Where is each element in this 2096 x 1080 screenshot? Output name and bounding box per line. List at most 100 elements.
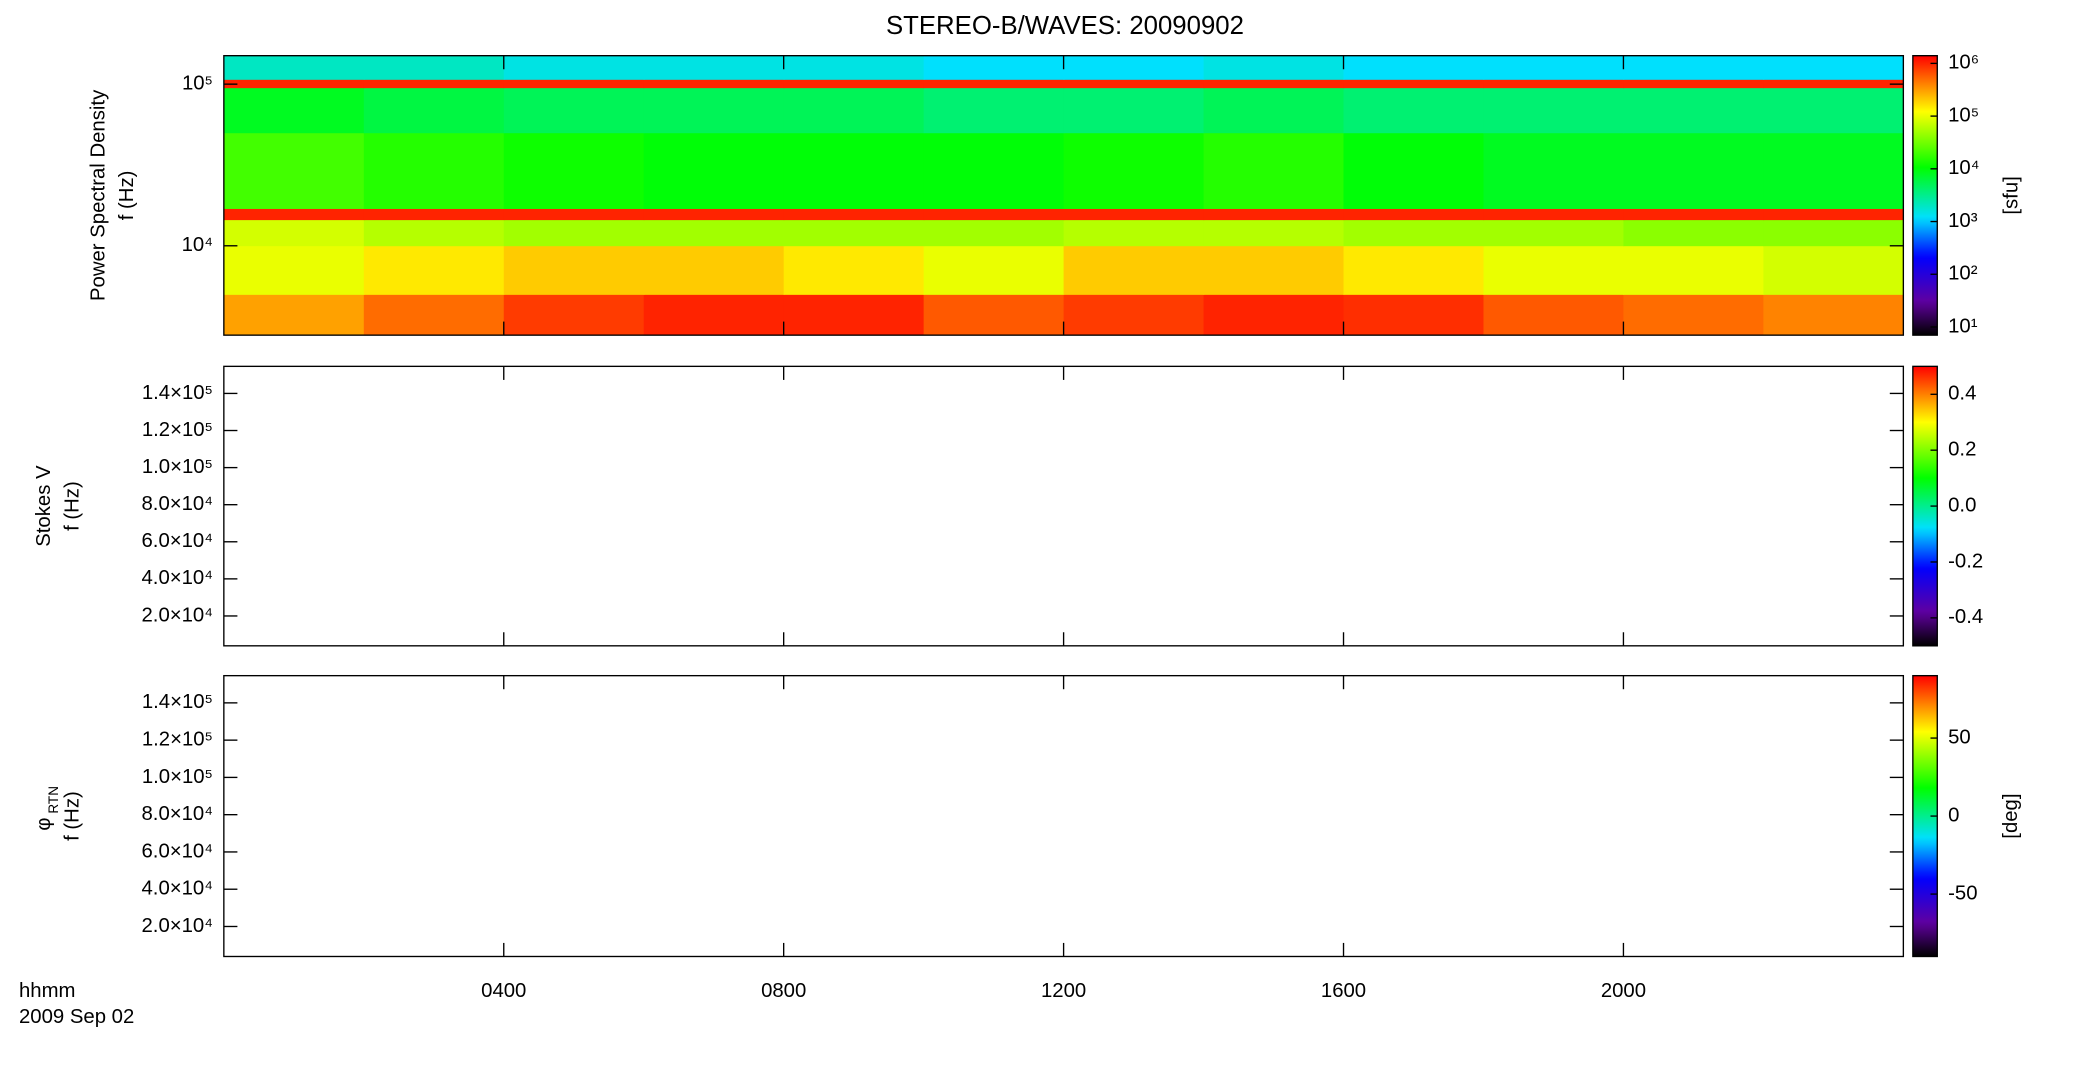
heatmap-cell <box>1763 55 1904 80</box>
heatmap-cell <box>1483 79 1625 89</box>
heatmap-cell <box>783 55 925 80</box>
heatmap-cell <box>1763 208 1904 221</box>
heatmap <box>223 55 1904 336</box>
heatmap-cell <box>1063 208 1205 221</box>
date-label: 2009 Sep 02 <box>19 1006 134 1028</box>
y-axis-label: f (Hz) <box>116 171 138 221</box>
colorbar-tick-label: 10⁵ <box>1948 104 1979 126</box>
heatmap-cell <box>1623 245 1765 295</box>
heatmap-cell <box>1203 294 1345 336</box>
heatmap-cell <box>1063 87 1205 134</box>
heatmap-cell <box>1343 132 1485 209</box>
heatmap-cell <box>923 55 1065 80</box>
heatmap-cell <box>363 132 505 209</box>
heatmap-cell <box>1483 208 1625 221</box>
heatmap-cell <box>503 55 645 80</box>
heatmap-cell <box>1063 219 1205 247</box>
heatmap-cell <box>783 208 925 221</box>
x-tick-label: 0800 <box>761 980 806 1002</box>
heatmap-cell <box>923 87 1065 134</box>
colorbar-tick-label: 0 <box>1948 804 1959 826</box>
colorbar-tick-label: 10¹ <box>1948 315 1978 337</box>
heatmap-cell <box>503 245 645 295</box>
y-tick-label: 1.4×10⁵ <box>142 382 213 404</box>
heatmap-cell <box>223 79 365 89</box>
chart-title: STEREO-B/WAVES: 20090902 <box>886 12 1244 40</box>
heatmap-cell <box>1623 87 1765 134</box>
heatmap-cell <box>923 79 1065 89</box>
heatmap-cell <box>923 294 1065 336</box>
heatmap-cell <box>1623 219 1765 247</box>
heatmap-cell <box>1203 208 1345 221</box>
colorbar-label: [deg] <box>2000 793 2022 838</box>
heatmap-cell <box>1623 79 1765 89</box>
heatmap-cell <box>1203 219 1345 247</box>
y-axis-label: Stokes V <box>33 465 55 547</box>
heatmap-cell <box>643 87 785 134</box>
heatmap-cell <box>643 294 785 336</box>
heatmap-cell <box>1063 79 1205 89</box>
colorbar-tick-label: 50 <box>1948 726 1971 748</box>
heatmap-cell <box>783 245 925 295</box>
heatmap-cell <box>1623 55 1765 80</box>
y-tick-label: 6.0×10⁴ <box>142 530 213 552</box>
y-axis-label-symbol: φ <box>33 818 55 831</box>
y-tick-label: 8.0×10⁴ <box>142 803 213 825</box>
heatmap-cell <box>1763 87 1904 134</box>
heatmap-cell <box>503 132 645 209</box>
heatmap-cell <box>1483 132 1625 209</box>
heatmap-cell <box>1483 219 1625 247</box>
y-tick-label: 4.0×10⁴ <box>142 878 213 900</box>
heatmap-cell <box>1763 219 1904 247</box>
heatmap-cell <box>643 245 785 295</box>
heatmap-cell <box>363 294 505 336</box>
heatmap-cell <box>363 79 505 89</box>
heatmap-cell <box>1763 132 1904 209</box>
heatmap-cell <box>1483 245 1625 295</box>
heatmap-cell <box>1623 208 1765 221</box>
heatmap-cell <box>1343 219 1485 247</box>
y-axis-label: Power Spectral Density <box>87 89 109 301</box>
heatmap-cell <box>1483 294 1625 336</box>
heatmap-cell <box>1623 132 1765 209</box>
heatmap-cell <box>643 132 785 209</box>
heatmap-cell <box>223 208 365 221</box>
heatmap-cell <box>503 208 645 221</box>
colorbar-tick-label: 0.0 <box>1948 494 1976 516</box>
y-axis-label: f (Hz) <box>62 791 84 841</box>
heatmap-cell <box>363 245 505 295</box>
x-tick-label: 0400 <box>481 980 526 1002</box>
y-tick-label: 1.2×10⁵ <box>142 729 213 751</box>
heatmap-cell <box>223 219 365 247</box>
heatmap-cell <box>1343 55 1485 80</box>
heatmap-cell <box>1483 87 1625 134</box>
heatmap-cell <box>1063 132 1205 209</box>
heatmap-cell <box>1623 294 1765 336</box>
y-tick-label: 2.0×10⁴ <box>142 915 213 937</box>
heatmap-cell <box>643 79 785 89</box>
heatmap-cell <box>1343 208 1485 221</box>
heatmap-cell <box>1203 87 1345 134</box>
heatmap-cell <box>1063 294 1205 336</box>
heatmap-cell <box>223 132 365 209</box>
x-tick-label: 1600 <box>1321 980 1366 1002</box>
y-tick-label: 10⁴ <box>182 234 213 256</box>
colorbar-tick-label: 10³ <box>1948 210 1978 232</box>
heatmap-cell <box>923 245 1065 295</box>
colorbar-tick-label: 10² <box>1948 263 1978 285</box>
x-tick-label: 1200 <box>1041 980 1086 1002</box>
heatmap-cell <box>1343 245 1485 295</box>
y-tick-label: 10⁵ <box>182 73 213 95</box>
heatmap-cell <box>223 87 365 134</box>
heatmap-cell <box>923 132 1065 209</box>
colorbar-tick-label: 10⁴ <box>1948 157 1979 179</box>
y-tick-label: 1.4×10⁵ <box>142 691 213 713</box>
heatmap-cell <box>1763 79 1904 89</box>
heatmap-cell <box>223 55 365 80</box>
heatmap-cell <box>1063 245 1205 295</box>
colorbar-tick-label: 0.2 <box>1948 439 1976 461</box>
colorbar-tick-label: -0.4 <box>1948 606 1983 628</box>
heatmap-cell <box>503 79 645 89</box>
heatmap-cell <box>1343 294 1485 336</box>
